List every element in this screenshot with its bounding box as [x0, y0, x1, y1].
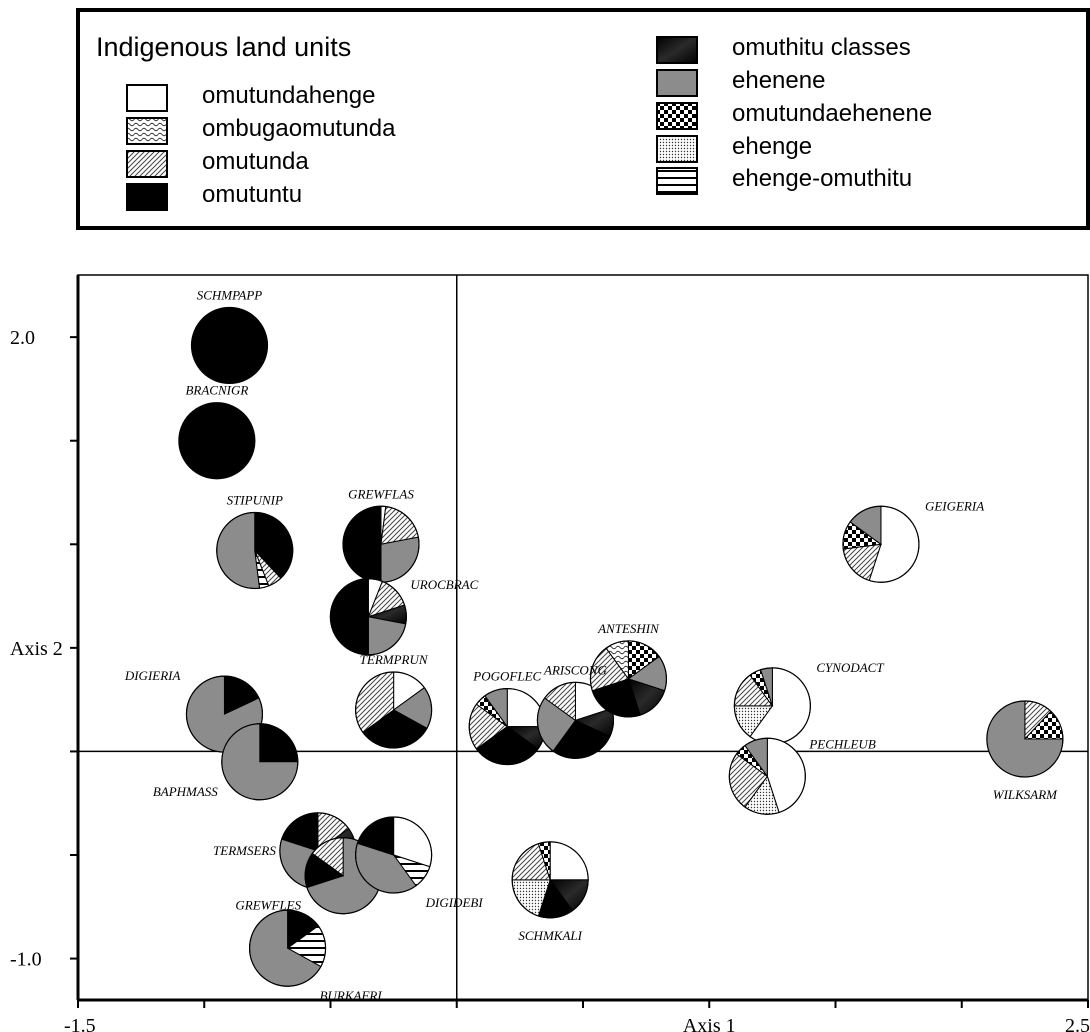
pie-outline — [511, 841, 589, 919]
legend-swatch-ehenene — [656, 69, 698, 97]
pie-outline — [221, 723, 299, 801]
legend-title: Indigenous land units — [96, 32, 352, 62]
pie-grewflas — [342, 505, 420, 583]
legend-label-ehenge_omuthitu: ehenge-omuthitu — [732, 165, 913, 192]
pie-outline — [355, 671, 433, 749]
species-labels: SCHMPAPP BRACNIGR STIPUNIP GREWFLAS UROCBRAC… — [124, 287, 1058, 1003]
species-label: BURKAFRI — [320, 988, 383, 1003]
pie-baphmass — [221, 723, 299, 801]
legend-swatch-ehenge — [656, 135, 698, 163]
pie-outline — [842, 505, 920, 583]
species-label: SCHMKALI — [518, 928, 582, 943]
species-label: DIGIDEBI — [425, 895, 484, 910]
species-label: BRACNIGR — [185, 383, 248, 398]
pie-outline — [216, 511, 294, 590]
legend-swatch-omuthitu — [656, 36, 698, 64]
pie-outline — [589, 640, 668, 718]
species-label: TERMPRUN — [360, 652, 429, 667]
legend-label-omutuntu: omutuntu — [202, 181, 303, 208]
axes: -1.5 Axis 1 2.5 2.0 Axis 2 -1.0 — [10, 274, 1090, 1032]
pie-slice-omutuntu — [342, 505, 382, 583]
pie-slice-ehenene — [216, 511, 261, 589]
species-label: SCHMPAPP — [197, 287, 263, 302]
pie-urocbrac — [329, 578, 407, 656]
legend-swatch-omutundahenge — [126, 84, 168, 112]
pie-wilksarm — [986, 700, 1064, 778]
legend-swatch-omutuntu — [126, 183, 168, 211]
legend-label-omutunda: omutunda — [202, 148, 309, 175]
species-label: TERMSERS — [213, 843, 276, 858]
pie-outline — [355, 816, 433, 894]
pie-pechleub — [728, 737, 806, 815]
pie-slice-ehenene — [380, 536, 420, 583]
y-tick-label: Axis 2 — [10, 638, 63, 660]
species-label: WILKSARM — [993, 787, 1058, 802]
species-label: PECHLEUB — [808, 736, 876, 751]
species-label: ARISCONG — [543, 662, 607, 677]
pie-termprun — [355, 671, 433, 749]
pie-glyphs — [178, 306, 1064, 987]
pie-stipunip — [216, 511, 294, 590]
legend-swatch-ehenge_omuthitu — [656, 167, 698, 195]
pie-outline — [329, 578, 407, 656]
species-label: GREWFLAS — [348, 486, 414, 501]
legend-label-ehenge: ehenge — [732, 133, 813, 160]
legend: Indigenous land units omutundahenge ombug… — [76, 8, 1090, 230]
x-tick-label: Axis 1 — [683, 1015, 736, 1032]
species-label: POGOFLEC — [472, 669, 541, 684]
pie-outline — [986, 700, 1064, 778]
pie-outline — [536, 681, 615, 759]
legend-label-omuthitu: omuthitu classes — [732, 34, 911, 61]
pie-slice-ehenene — [367, 616, 407, 656]
species-label: DIGIERIA — [124, 668, 181, 683]
y-tick-label: 2.0 — [10, 327, 35, 349]
pie-cynodact — [733, 667, 811, 745]
pie-ariscong — [536, 681, 615, 759]
pie-digidebi — [355, 816, 433, 894]
pie-burkafri — [248, 909, 327, 987]
legend-label-ehenene: ehenene — [732, 67, 826, 94]
pie-slice-omutuntu — [190, 306, 269, 385]
species-label: BAPHMASS — [153, 784, 218, 799]
legend-label-ombugaomutunda: ombugaomutunda — [202, 115, 396, 142]
legend-swatch-ombugaomutunda — [126, 117, 168, 145]
pie-schmpapp — [190, 306, 269, 385]
legend-swatch-omutundaehenene — [656, 102, 698, 130]
x-tick-label: -1.5 — [64, 1015, 96, 1032]
pie-outline — [248, 909, 327, 987]
x-tick-label: 2.5 — [1065, 1015, 1090, 1032]
legend-label-omutundahenge: omutundahenge — [202, 82, 376, 109]
species-label: GREWFLES — [235, 898, 301, 913]
species-label: STIPUNIP — [227, 493, 283, 508]
pie-schmkali — [511, 841, 589, 919]
pie-slice-omutuntu — [178, 402, 256, 480]
species-label: UROCBRAC — [410, 577, 478, 592]
pie-geigeria — [842, 505, 920, 583]
legend-label-omutundaehenene: omutundaehenene — [732, 100, 933, 127]
pie-outline — [728, 737, 806, 815]
pie-anteshin — [589, 640, 668, 718]
y-tick-label: -1.0 — [10, 949, 42, 971]
species-label: GEIGERIA — [925, 498, 984, 513]
species-label: ANTESHIN — [597, 621, 660, 636]
species-label: CYNODACT — [816, 660, 884, 675]
legend-swatch-omutunda — [126, 150, 168, 178]
ordination-chart: -1.5 Axis 1 2.5 2.0 Axis 2 -1.0 SCHMPAPP BRACN… — [10, 274, 1090, 1032]
pie-bracnigr — [178, 402, 256, 480]
pie-slice-omutuntu — [329, 578, 369, 656]
pie-pogoflec — [468, 687, 546, 766]
